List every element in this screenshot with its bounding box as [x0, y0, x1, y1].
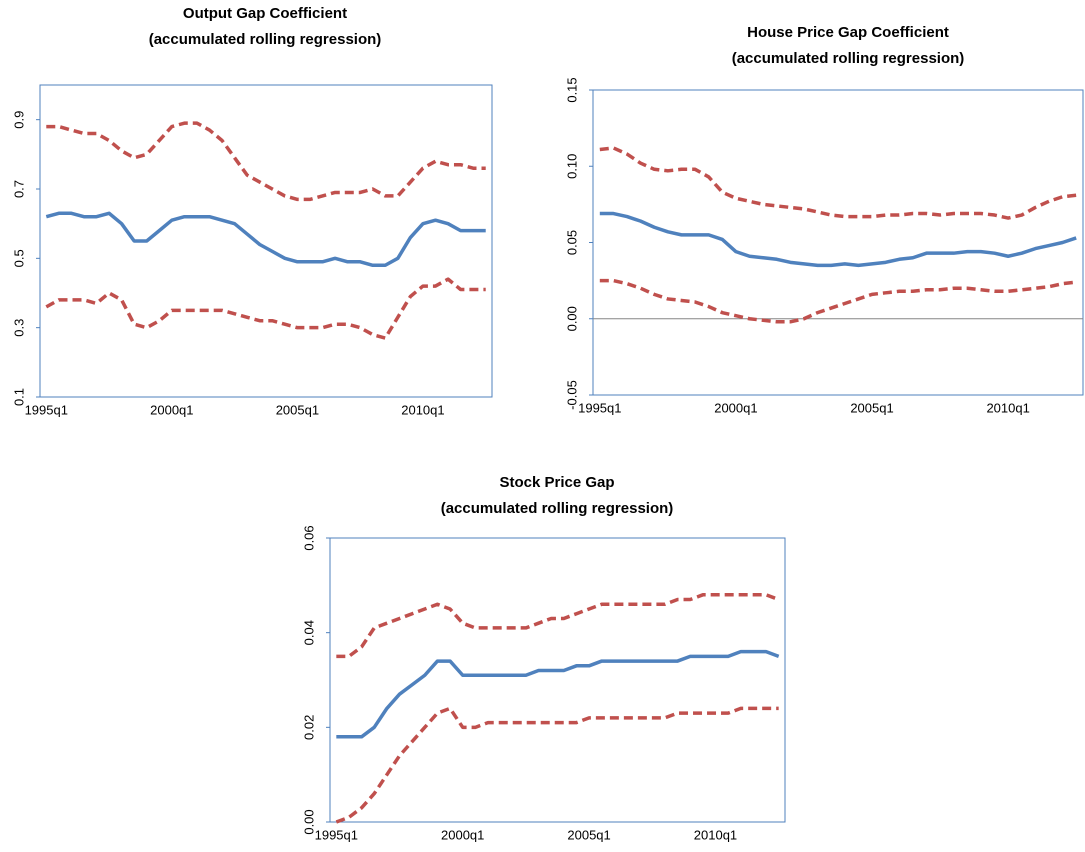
x-tick-label: 1995q1	[25, 402, 68, 417]
x-tick-label: 2000q1	[714, 400, 757, 415]
x-tick-label: 2005q1	[850, 400, 893, 415]
y-tick-label: 0.7	[11, 180, 26, 198]
y-tick-label: 0.02	[301, 715, 316, 740]
plot-frame	[39, 84, 493, 398]
y-tick-label: 0.04	[301, 620, 316, 645]
band-line	[46, 121, 486, 202]
chart-title: Output Gap Coefficient	[183, 5, 347, 22]
y-tick-label: 0.15	[564, 77, 579, 102]
x-tick-label: 2010q1	[401, 402, 444, 417]
band-line	[336, 593, 780, 659]
y-tick-label: 0.00	[564, 306, 579, 331]
coefficient-line	[599, 211, 1077, 268]
x-tick-label: 2000q1	[150, 402, 193, 417]
x-tick-label: 1995q1	[315, 827, 358, 842]
y-tick-label: 0.1	[11, 388, 26, 406]
x-tick-label: 2005q1	[567, 827, 610, 842]
plot-frame	[592, 89, 1084, 396]
y-tick-label: 0.05	[564, 230, 579, 255]
x-tick-label: 2010q1	[986, 400, 1029, 415]
band-line	[45, 277, 486, 340]
band-line	[599, 278, 1077, 324]
y-tick-label: 0.00	[301, 809, 316, 834]
y-tick-label: -0.05	[564, 380, 579, 410]
x-tick-label: 2005q1	[276, 402, 319, 417]
chart-title: Stock Price Gap	[499, 474, 614, 491]
band-line	[335, 706, 779, 824]
coefficient-line	[45, 211, 486, 268]
y-tick-label: 0.5	[11, 249, 26, 267]
y-tick-label: 0.9	[11, 111, 26, 129]
x-tick-label: 2010q1	[694, 827, 737, 842]
x-tick-label: 1995q1	[578, 400, 621, 415]
y-tick-label: 0.10	[564, 154, 579, 179]
y-tick-label: 0.3	[11, 319, 26, 337]
band-line	[599, 146, 1077, 220]
chart-subtitle: (accumulated rolling regression)	[441, 500, 674, 517]
plot-frame	[329, 537, 786, 823]
chart-subtitle: (accumulated rolling regression)	[732, 50, 965, 67]
coefficient-line	[336, 649, 780, 739]
chart-title: House Price Gap Coefficient	[747, 24, 949, 41]
y-tick-label: 0.06	[301, 525, 316, 550]
chart-subtitle: (accumulated rolling regression)	[149, 31, 382, 48]
x-tick-label: 2000q1	[441, 827, 484, 842]
